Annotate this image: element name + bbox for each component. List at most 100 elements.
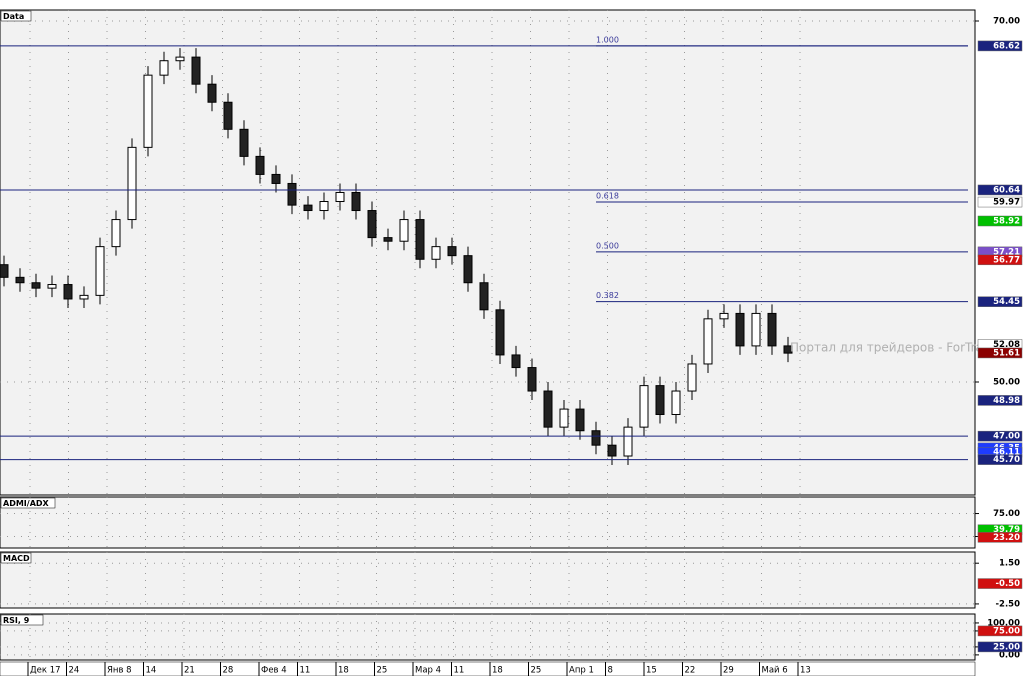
x-tick-label: 18 xyxy=(338,666,349,676)
price-tag-label: 47.00 xyxy=(993,432,1020,442)
price-tag-label: 51.61 xyxy=(993,348,1020,358)
candle-body xyxy=(47,284,57,289)
candle-body xyxy=(271,173,281,184)
candle-body xyxy=(399,219,409,242)
fib-label: 0.382 xyxy=(596,291,619,300)
panel-title-bg xyxy=(0,10,32,22)
x-tick-label: 11 xyxy=(300,666,311,676)
candle-body xyxy=(767,312,777,347)
price-tag xyxy=(977,296,1023,307)
price-tag xyxy=(977,40,1023,52)
candle-body xyxy=(559,408,569,428)
candle-body xyxy=(495,309,505,356)
panel xyxy=(0,551,976,609)
candle-body xyxy=(671,390,681,415)
watermark: Портал для трейдеров - ForTrader.ru xyxy=(790,341,1018,355)
panel-title: MACD xyxy=(3,554,30,563)
x-tick-label: 21 xyxy=(184,666,195,676)
candle-body xyxy=(703,318,713,365)
candle-body xyxy=(463,255,473,284)
candle-body xyxy=(575,408,585,432)
panel-title-bg xyxy=(0,614,44,626)
candle-body xyxy=(143,74,153,148)
y-tick-label: 1.50 xyxy=(999,559,1020,569)
candle-body xyxy=(111,219,121,248)
x-tick-label: 14 xyxy=(146,666,157,676)
x-tick-label: 11 xyxy=(454,666,465,676)
price-tag-label: 48.98 xyxy=(993,396,1020,406)
candle-body xyxy=(351,191,361,212)
price-tag xyxy=(977,395,1023,406)
price-tag-label: 57.21 xyxy=(993,247,1020,257)
price-tag xyxy=(977,641,1023,653)
candle-body xyxy=(527,367,537,392)
candle-body xyxy=(303,204,313,212)
price-tag xyxy=(977,578,1023,589)
x-tick-label: 15 xyxy=(646,666,657,676)
price-tag-label: 60.64 xyxy=(993,185,1020,195)
price-tag-label: 68.62 xyxy=(993,41,1020,51)
candle-body xyxy=(783,345,793,354)
candle-body xyxy=(511,354,521,369)
price-tag xyxy=(977,347,1023,359)
x-tick-label: 22 xyxy=(685,666,696,676)
candle-body xyxy=(367,210,377,239)
x-tick-label: 24 xyxy=(69,666,80,676)
fib-label: 0.500 xyxy=(596,241,619,250)
x-tick-label: Мар 4 xyxy=(415,666,441,676)
price-tag xyxy=(977,196,1023,208)
candle-body xyxy=(175,56,185,62)
candle-body xyxy=(255,155,265,175)
candle-body xyxy=(0,264,9,278)
panel-title-bg xyxy=(0,552,32,564)
candle-body xyxy=(479,282,489,311)
candle-body xyxy=(159,60,169,76)
price-tag-label: 45.70 xyxy=(993,455,1020,465)
candle-body xyxy=(751,312,761,347)
candle-body xyxy=(415,219,425,260)
price-tag xyxy=(977,254,1023,266)
panel xyxy=(0,496,976,549)
price-tag-label: 54.45 xyxy=(993,297,1020,307)
candle-body xyxy=(447,246,457,257)
x-tick-label: Янв 8 xyxy=(107,666,132,676)
price-tag-label: 46.11 xyxy=(993,448,1020,458)
candle-body xyxy=(79,294,89,300)
price-tag-label: 75.00 xyxy=(993,626,1020,636)
price-tag-label: 58.92 xyxy=(993,217,1020,227)
candle-body xyxy=(383,237,393,242)
candle-body xyxy=(207,83,217,103)
candle-body xyxy=(127,146,137,221)
price-tag-label: 52.08 xyxy=(993,340,1020,350)
candle-body xyxy=(735,312,745,347)
x-tick-label: 29 xyxy=(723,666,734,676)
x-tick-label: Фев 4 xyxy=(261,666,287,676)
y-tick-label: -2.50 xyxy=(996,599,1021,609)
candle-body xyxy=(15,276,25,284)
candle-body xyxy=(223,101,233,130)
candle-body xyxy=(655,385,665,415)
x-tick-label: Дек 17 xyxy=(30,666,61,676)
panel-title: Data xyxy=(3,12,24,21)
x-tick-label: Апр 1 xyxy=(569,666,594,676)
candle-body xyxy=(335,191,345,203)
panel xyxy=(0,9,976,496)
x-axis xyxy=(0,661,976,676)
price-tag-label: 56.77 xyxy=(993,255,1020,265)
price-tag-label: 59.97 xyxy=(993,198,1020,208)
price-tag xyxy=(977,454,1023,465)
panel-title-bg xyxy=(0,497,56,509)
candle-body xyxy=(191,56,201,85)
candle-body xyxy=(287,182,297,206)
candle-body xyxy=(591,430,601,446)
price-tag-label: 39.79 xyxy=(993,525,1020,535)
panel-title: RSI, 9 xyxy=(3,616,30,625)
price-tag-label: 25.00 xyxy=(993,642,1020,652)
panel-title: ADMI/ADX xyxy=(3,499,50,508)
x-tick-label: 8 xyxy=(608,666,613,676)
y-tick-label: 50.00 xyxy=(993,378,1020,388)
price-tag-label: 23.20 xyxy=(993,533,1020,543)
x-tick-label: Май 6 xyxy=(762,666,788,676)
candle-body xyxy=(63,284,73,300)
